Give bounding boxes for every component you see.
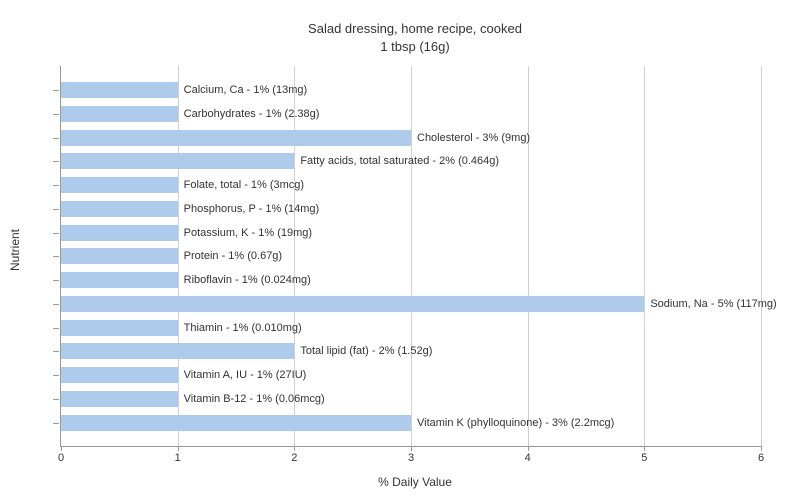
bar-row: Thiamin - 1% (0.010mg) <box>61 320 302 336</box>
x-tick-label: 4 <box>525 452 531 464</box>
y-tick <box>53 399 59 400</box>
bar <box>61 248 178 264</box>
bar-label: Riboflavin - 1% (0.024mg) <box>184 274 311 286</box>
y-tick <box>53 256 59 257</box>
bar-row: Sodium, Na - 5% (117mg) <box>61 296 777 312</box>
bar <box>61 343 294 359</box>
y-tick <box>53 114 59 115</box>
bar <box>61 320 178 336</box>
gridline <box>528 66 529 446</box>
x-tick-label: 2 <box>291 452 297 464</box>
bar-label: Phosphorus, P - 1% (14mg) <box>184 203 320 215</box>
bar <box>61 177 178 193</box>
title-line2: 1 tbsp (16g) <box>60 38 770 56</box>
y-tick <box>53 375 59 376</box>
x-tick <box>761 446 762 451</box>
bar <box>61 201 178 217</box>
bar-label: Vitamin K (phylloquinone) - 3% (2.2mcg) <box>417 417 614 429</box>
bar-label: Sodium, Na - 5% (117mg) <box>650 298 776 310</box>
bar <box>61 272 178 288</box>
x-tick <box>528 446 529 451</box>
title-line1: Salad dressing, home recipe, cooked <box>60 20 770 38</box>
bar <box>61 153 294 169</box>
bar-label: Fatty acids, total saturated - 2% (0.464… <box>300 155 499 167</box>
bar-row: Cholesterol - 3% (9mg) <box>61 130 530 146</box>
bar <box>61 391 178 407</box>
y-tick <box>53 90 59 91</box>
x-tick <box>294 446 295 451</box>
y-tick <box>53 351 59 352</box>
bar-row: Protein - 1% (0.67g) <box>61 248 282 264</box>
bar-label: Potassium, K - 1% (19mg) <box>184 227 312 239</box>
x-tick <box>178 446 179 451</box>
y-tick <box>53 185 59 186</box>
gridline <box>411 66 412 446</box>
bar-row: Vitamin K (phylloquinone) - 3% (2.2mcg) <box>61 415 614 431</box>
bar-label: Thiamin - 1% (0.010mg) <box>184 322 302 334</box>
plot-area: 0123456Calcium, Ca - 1% (13mg)Carbohydra… <box>60 66 761 447</box>
bar-row: Riboflavin - 1% (0.024mg) <box>61 272 311 288</box>
bar-label: Total lipid (fat) - 2% (1.52g) <box>300 345 432 357</box>
gridline <box>644 66 645 446</box>
y-tick <box>53 161 59 162</box>
gridline <box>761 66 762 446</box>
bar <box>61 296 644 312</box>
x-tick-label: 6 <box>758 452 764 464</box>
x-axis-label: % Daily Value <box>60 475 770 489</box>
bar-row: Fatty acids, total saturated - 2% (0.464… <box>61 153 499 169</box>
x-tick <box>61 446 62 451</box>
bar <box>61 415 411 431</box>
y-tick <box>53 328 59 329</box>
x-tick-label: 3 <box>408 452 414 464</box>
bar-row: Calcium, Ca - 1% (13mg) <box>61 82 307 98</box>
bar-label: Vitamin A, IU - 1% (27IU) <box>184 369 307 381</box>
bar-label: Vitamin B-12 - 1% (0.06mcg) <box>184 393 325 405</box>
bar-label: Carbohydrates - 1% (2.38g) <box>184 108 320 120</box>
bar-row: Carbohydrates - 1% (2.38g) <box>61 106 319 122</box>
bar-label: Folate, total - 1% (3mcg) <box>184 179 304 191</box>
y-tick <box>53 280 59 281</box>
y-tick <box>53 209 59 210</box>
bar-row: Vitamin B-12 - 1% (0.06mcg) <box>61 391 325 407</box>
bar-row: Phosphorus, P - 1% (14mg) <box>61 201 319 217</box>
chart-container: Salad dressing, home recipe, cooked 1 tb… <box>0 0 800 500</box>
bar-row: Folate, total - 1% (3mcg) <box>61 177 304 193</box>
bar-row: Vitamin A, IU - 1% (27IU) <box>61 367 306 383</box>
bar <box>61 82 178 98</box>
bar <box>61 367 178 383</box>
bar <box>61 130 411 146</box>
x-tick-label: 0 <box>58 452 64 464</box>
bar-label: Cholesterol - 3% (9mg) <box>417 132 530 144</box>
bar-row: Potassium, K - 1% (19mg) <box>61 225 312 241</box>
y-tick <box>53 304 59 305</box>
x-tick <box>411 446 412 451</box>
y-tick <box>53 423 59 424</box>
y-axis-label: Nutrient <box>8 229 22 271</box>
x-tick-label: 1 <box>175 452 181 464</box>
bar-row: Total lipid (fat) - 2% (1.52g) <box>61 343 432 359</box>
bar-label: Calcium, Ca - 1% (13mg) <box>184 84 307 96</box>
gridline <box>294 66 295 446</box>
x-tick <box>644 446 645 451</box>
bar <box>61 225 178 241</box>
bar <box>61 106 178 122</box>
y-tick <box>53 138 59 139</box>
x-tick-label: 5 <box>641 452 647 464</box>
bar-label: Protein - 1% (0.67g) <box>184 250 282 262</box>
y-tick <box>53 233 59 234</box>
chart-title: Salad dressing, home recipe, cooked 1 tb… <box>60 20 770 56</box>
